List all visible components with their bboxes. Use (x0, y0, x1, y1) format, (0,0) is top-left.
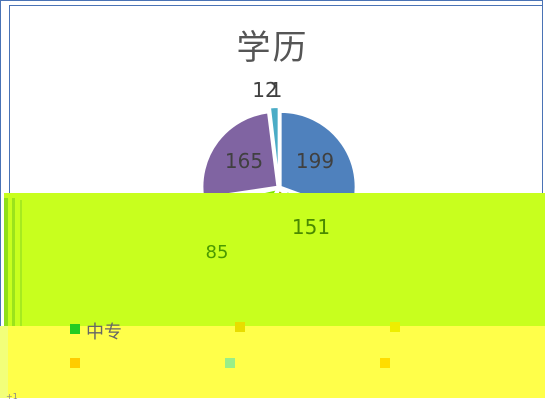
footer-mark: +1 (6, 392, 18, 401)
pie-data-label: 1 (270, 78, 283, 102)
pie-slice (268, 106, 280, 183)
glitch-stripe (12, 198, 15, 328)
glitch-overlay-lime (4, 193, 545, 326)
pie-data-label: 85 (206, 242, 229, 263)
pie-data-label: 199 (296, 149, 334, 173)
glitch-stripe (4, 198, 8, 328)
pie-data-label: 151 (292, 215, 330, 239)
legend-swatch (70, 324, 80, 334)
legend-label: 中专 (86, 322, 122, 343)
legend-swatch (70, 358, 80, 368)
pie-data-label: 12 (252, 78, 277, 102)
bottom-strip (0, 398, 545, 405)
chart-legend: 中专 (60, 318, 520, 378)
pie-data-label: 165 (225, 149, 263, 173)
legend-swatch (390, 322, 400, 332)
glitch-overlay-yellow (8, 326, 545, 400)
legend-swatch (235, 322, 245, 332)
glitch-stripe (20, 200, 22, 326)
chart-title: 学历 (236, 28, 309, 68)
glitch-overlay-pale (0, 326, 8, 400)
legend-swatch (380, 358, 390, 368)
legend-swatch (225, 358, 235, 368)
pie-slice (201, 111, 279, 199)
